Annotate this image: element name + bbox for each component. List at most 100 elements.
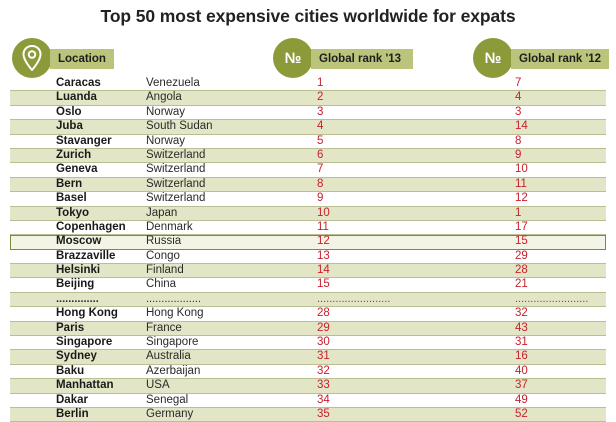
country-cell: Switzerland	[146, 148, 206, 161]
table-row: Helsinki Finland 14 28	[10, 264, 606, 279]
city-cell: Stavanger	[56, 134, 112, 147]
city-cell: Paris	[56, 321, 85, 334]
city-cell: ..............	[56, 292, 99, 305]
table-row: Moscow Russia 12 15	[10, 235, 606, 250]
country-cell: Azerbaijan	[146, 364, 201, 377]
country-cell: ..................	[146, 292, 202, 305]
rank13-cell: 4	[317, 120, 324, 133]
table-row: Copenhagen Denmark 11 17	[10, 220, 606, 236]
country-cell: Venezuela	[146, 77, 200, 89]
rank13-cell: 2	[317, 91, 324, 104]
rank13-cell: ........................	[317, 292, 391, 305]
rank12-cell: 52	[515, 407, 528, 420]
country-cell: Denmark	[146, 220, 193, 233]
map-pin-icon	[22, 45, 42, 71]
city-cell: Hong Kong	[56, 307, 118, 320]
rank12-cell: 12	[515, 192, 528, 205]
rank12-cell: 28	[515, 264, 528, 277]
city-cell: Luanda	[56, 91, 97, 104]
rank13-cell: 29	[317, 321, 330, 334]
ranking-table: Caracas Venezuela 1 7 Luanda Angola 2 4 Oslo Norw…	[10, 77, 606, 422]
rank12-cell: 17	[515, 220, 528, 233]
city-cell: Juba	[56, 120, 83, 133]
table-row: Basel Switzerland 9 12	[10, 192, 606, 207]
city-cell: Sydney	[56, 350, 97, 363]
country-cell: Australia	[146, 350, 191, 363]
country-cell: Singapore	[146, 336, 199, 349]
country-cell: South Sudan	[146, 120, 213, 133]
rank13-cell: 5	[317, 134, 324, 147]
city-cell: Zurich	[56, 148, 92, 161]
rank12-cell: 21	[515, 278, 528, 291]
rank13-cell: 14	[317, 264, 330, 277]
location-badge	[12, 38, 52, 78]
table-row: Brazzaville Congo 13 29	[10, 249, 606, 265]
rank13-header: Global rank '13	[311, 49, 413, 69]
country-cell: Switzerland	[146, 163, 206, 176]
table-row: Manhattan USA 33 37	[10, 379, 606, 394]
city-cell: Manhattan	[56, 379, 114, 392]
country-cell: Switzerland	[146, 177, 206, 190]
location-header: Location	[50, 49, 114, 69]
country-cell: Senegal	[146, 393, 189, 406]
rank12-cell: 14	[515, 120, 528, 133]
city-cell: Helsinki	[56, 264, 101, 277]
table-row: Hong Kong Hong Kong 28 32	[10, 307, 606, 322]
rank12-badge: №	[473, 38, 513, 78]
rank13-cell: 8	[317, 177, 324, 190]
table-row: Bern Switzerland 8 11	[10, 177, 606, 193]
table-row: Zurich Switzerland 6 9	[10, 148, 606, 164]
table-row: Luanda Angola 2 4	[10, 91, 606, 106]
table-row: Baku Azerbaijan 32 40	[10, 364, 606, 380]
rank13-cell: 6	[317, 148, 324, 161]
rank12-cell: 1	[515, 206, 522, 219]
rank13-cell: 10	[317, 206, 330, 219]
city-cell: Moscow	[56, 235, 102, 248]
table-row: Dakar Senegal 34 49	[10, 394, 606, 408]
city-cell: Berlin	[56, 407, 89, 420]
rank12-cell: 32	[515, 307, 528, 320]
table-row: Juba South Sudan 4 14	[10, 120, 606, 135]
city-cell: Bern	[56, 177, 83, 190]
country-cell: Hong Kong	[146, 307, 204, 320]
country-cell: Norway	[146, 105, 185, 118]
rank12-cell: 16	[515, 350, 528, 363]
city-cell: Dakar	[56, 393, 88, 406]
rank13-cell: 1	[317, 77, 324, 89]
rank-symbol-icon: №	[284, 49, 302, 67]
infographic: Top 50 most expensive cities worldwide f…	[10, 6, 609, 422]
rank12-cell: 40	[515, 364, 528, 377]
rank13-cell: 33	[317, 379, 330, 392]
country-cell: France	[146, 321, 182, 334]
country-cell: Finland	[146, 264, 184, 277]
rank13-cell: 31	[317, 350, 330, 363]
rank12-cell: 31	[515, 336, 528, 349]
rank12-cell: 37	[515, 379, 528, 392]
page-title: Top 50 most expensive cities worldwide f…	[100, 6, 516, 26]
city-cell: Caracas	[56, 77, 101, 89]
table-row: Beijing China 15 21	[10, 278, 606, 293]
rank13-cell: 30	[317, 336, 330, 349]
country-cell: Japan	[146, 206, 178, 219]
country-cell: China	[146, 278, 177, 291]
city-cell: Tokyo	[56, 206, 90, 219]
table-row: Tokyo Japan 10 1	[10, 206, 606, 221]
rank12-header: Global rank '12	[511, 49, 609, 69]
country-cell: Russia	[146, 235, 182, 248]
rank13-badge: №	[273, 38, 313, 78]
rank13-cell: 15	[317, 278, 330, 291]
rank12-cell: 7	[515, 77, 522, 89]
table-row: Paris France 29 43	[10, 321, 606, 337]
rank12-cell: 4	[515, 91, 522, 104]
rank13-cell: 32	[317, 364, 330, 377]
rank12-cell: 43	[515, 321, 528, 334]
rank13-cell: 11	[317, 220, 329, 233]
city-cell: Oslo	[56, 105, 82, 118]
table-row: Caracas Venezuela 1 7	[10, 77, 606, 92]
country-cell: Congo	[146, 249, 180, 262]
country-cell: Angola	[146, 91, 182, 104]
table-row: Stavanger Norway 5 8	[10, 135, 606, 149]
country-cell: Germany	[146, 407, 194, 420]
city-cell: Baku	[56, 364, 85, 377]
rank12-cell: 49	[515, 393, 528, 406]
